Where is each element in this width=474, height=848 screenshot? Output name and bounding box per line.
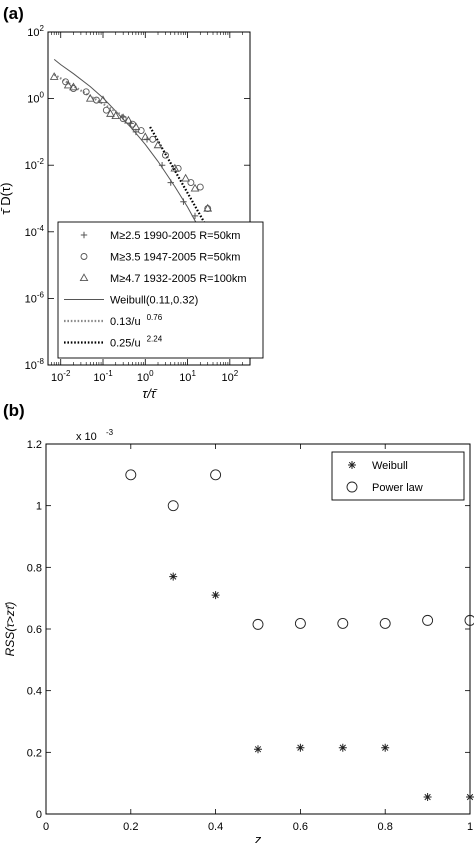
panel-a-point-triangle (170, 163, 180, 172)
panel-b-point-asterisk (338, 743, 347, 752)
panel-b-point-circle (252, 618, 264, 630)
panel-b-y-tick-label: 1.2 (27, 439, 42, 451)
panel-a-point-circle (196, 183, 204, 191)
panel-a-point-triangle (124, 115, 133, 124)
panel-a-point-triangle (181, 173, 190, 182)
panel-b-point-asterisk (296, 743, 305, 752)
panel-b-point-asterisk (466, 793, 474, 802)
panel-b-y-tick-label: 0.4 (27, 686, 42, 698)
panel-b-point-asterisk (381, 743, 390, 752)
panel-a-x-tick-label: 10-1 (93, 369, 113, 384)
panel-b-legend-label: Power law (372, 482, 423, 494)
panel-b-x-tick-label: 1 (467, 821, 473, 833)
panel-a-legend-symbol-plus (80, 231, 88, 239)
panel-a-y-tick-label: 10-6 (25, 290, 45, 305)
panel-a-point-circle (119, 115, 127, 123)
panel-b-point-circle (464, 614, 474, 626)
panel-b-point-asterisk (169, 572, 178, 581)
panel-a-point-plus (158, 162, 166, 169)
panel-a-point-circle (137, 127, 145, 134)
panel-b-point-circle (337, 618, 349, 629)
panel-a-point-triangle (190, 183, 200, 192)
panel-a-point-circle (187, 179, 195, 187)
panel-a-x-tick-label: 100 (137, 369, 154, 384)
panel-b-y-tick-label: 0.8 (27, 562, 42, 574)
panel-b-y-tick-label: 0.2 (27, 747, 42, 759)
panel-b-legend-symbol-asterisk (348, 461, 356, 469)
panel-a-series-line-4 (53, 73, 124, 117)
panel-a-point-plus (119, 113, 127, 121)
panel-b-point-circle (379, 618, 391, 629)
panel-a-point-triangle (49, 72, 59, 80)
panel-a-point-triangle (131, 122, 141, 131)
panel-a-point-circle (161, 151, 169, 159)
panel-a-point-triangle (111, 111, 121, 120)
panel-a-label: (a) (3, 4, 24, 23)
panel-a-legend-symbol-triangle (79, 273, 89, 282)
panel-b-legend-symbol-circle (346, 481, 358, 493)
panel-a-plot-frame (47, 31, 251, 366)
panel-a-y-tick-label: 10-4 (25, 224, 45, 239)
panel-a-point-circle (102, 106, 110, 114)
panel-a-x-tick-label: 101 (179, 369, 196, 384)
panel-a-legend-symbol-circle (80, 253, 88, 260)
panel-a-point-circle (82, 88, 90, 96)
panel-b-point-circle (167, 500, 179, 512)
panel-a-point-triangle (69, 82, 78, 91)
panel-a-x-tick-label: 10-2 (51, 369, 71, 384)
panel-b-x-tick-label: 0.6 (293, 821, 308, 833)
panel-b-point-circle (210, 469, 222, 481)
panel-a-y-tick-label: 10-2 (25, 157, 45, 172)
panel-a-y-tick-label: 10-8 (25, 357, 45, 372)
panel-a-series-line-5 (149, 126, 244, 291)
panel-a-point-triangle (203, 203, 213, 212)
panel-a-legend-label-exponent: 0.76 (147, 313, 163, 322)
panel-a-legend-label: Weibull(0.11,0.32) (110, 295, 198, 307)
panel-b-x-tick-label: 0 (43, 821, 49, 833)
panel-a-y-tick-label: 102 (27, 24, 44, 39)
panel-b-x-tick-label: 0.2 (123, 821, 138, 833)
panel-a-point-plus (191, 212, 199, 220)
panel-b-y-tick-label: 0 (36, 809, 42, 821)
panel-a-point-triangle (106, 109, 115, 117)
panel-b-y-multiplier-exponent: -3 (106, 428, 114, 437)
panel-a-point-triangle (98, 95, 108, 104)
panel-a-point-triangle (85, 93, 95, 102)
panel-a-y-tick-label: 100 (27, 91, 44, 106)
panel-a-legend-label: 0.25/u (110, 338, 141, 350)
panel-b-label: (b) (3, 401, 25, 420)
panel-a-legend-label: M≥3.5 1947-2005 R=50km (110, 252, 240, 264)
panel-b-y-axis-title: RSS(τ>zτ̄) (3, 602, 17, 657)
panel-b-y-tick-label: 1 (36, 501, 42, 513)
panel-b-point-asterisk (423, 793, 432, 802)
panel-a-legend-label: M≥2.5 1990-2005 R=50km (110, 230, 240, 242)
panel-a-x-axis-title: τ/τ̄ (142, 386, 157, 401)
panel-b-point-asterisk (211, 591, 220, 600)
panel-a-legend-label: 0.13/u (110, 316, 141, 328)
panel-b-y-tick-label: 0.6 (27, 624, 42, 636)
panel-a-legend-label-exponent: 2.24 (147, 335, 163, 344)
panel-b-x-axis-title: z (254, 832, 262, 843)
panel-a-point-circle (149, 135, 157, 143)
panel-b-point-asterisk (254, 745, 262, 754)
panel-a-point-triangle (140, 132, 150, 141)
panel-a-point-plus (167, 179, 174, 186)
panel-b-y-multiplier: x 10 (76, 431, 97, 443)
panel-b-legend-label: Weibull (372, 460, 408, 472)
panel-b-point-circle (422, 614, 434, 626)
panel-a-x-tick-label: 102 (221, 369, 238, 384)
panel-a-y-axis-title: τ̄ D(τ) (0, 183, 13, 215)
panel-a-point-triangle (63, 80, 73, 89)
panel-a-legend-box (57, 221, 264, 359)
panel-b-point-circle (294, 618, 306, 629)
panel-b-x-tick-label: 0.4 (208, 821, 223, 833)
panel-a-point-plus (180, 198, 187, 205)
panel-a-legend-label: M≥4.7 1932-2005 R=100km (110, 273, 247, 285)
panel-b-point-circle (125, 469, 137, 481)
panel-b-x-tick-label: 0.8 (378, 821, 393, 833)
panel-a-point-triangle (153, 140, 163, 149)
